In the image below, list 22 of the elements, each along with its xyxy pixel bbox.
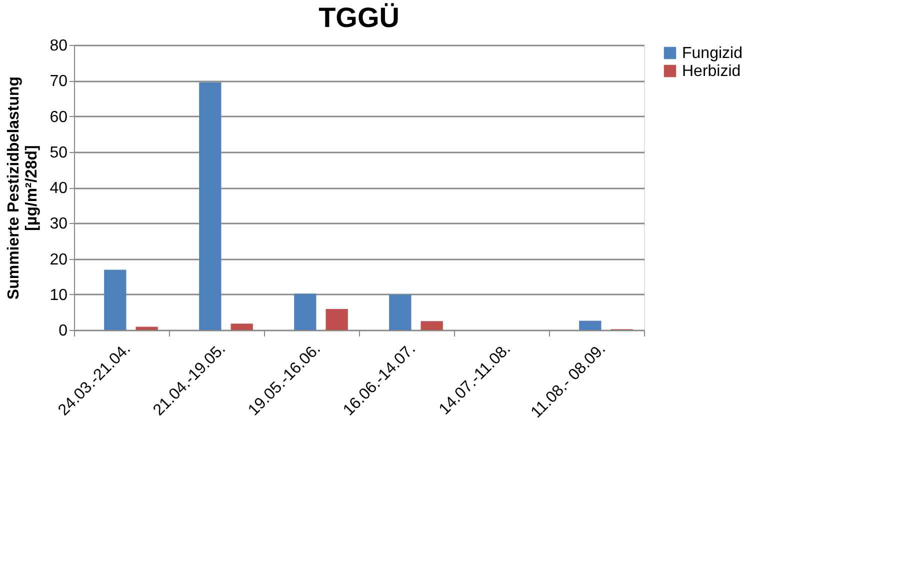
- bar: [199, 82, 222, 330]
- bar: [579, 320, 602, 330]
- y-tick-label: 10: [50, 286, 68, 304]
- y-tick-label: 50: [50, 144, 68, 162]
- y-tick-label: 60: [50, 108, 68, 126]
- y-tick-label: 70: [50, 73, 68, 90]
- y-tick-label: 30: [50, 216, 68, 233]
- y-tick-label: 80: [50, 38, 68, 54]
- bar: [294, 294, 316, 330]
- y-tick-label: 0: [58, 322, 68, 340]
- bar: [136, 326, 158, 330]
- bar: [389, 294, 412, 330]
- legend-label: Herbizid: [682, 63, 741, 80]
- y-tick-label: 20: [50, 251, 68, 268]
- bar: [326, 308, 348, 330]
- bar: [230, 324, 253, 330]
- y-tick-label: 40: [50, 180, 68, 197]
- y-axis-title: Summierte Pestizidbelastung [µg/m²/28d]: [6, 76, 41, 300]
- legend-label: Fungizid: [682, 45, 742, 62]
- bar: [104, 270, 126, 330]
- chart-title: TGGÜ: [318, 2, 400, 33]
- bar: [420, 321, 443, 330]
